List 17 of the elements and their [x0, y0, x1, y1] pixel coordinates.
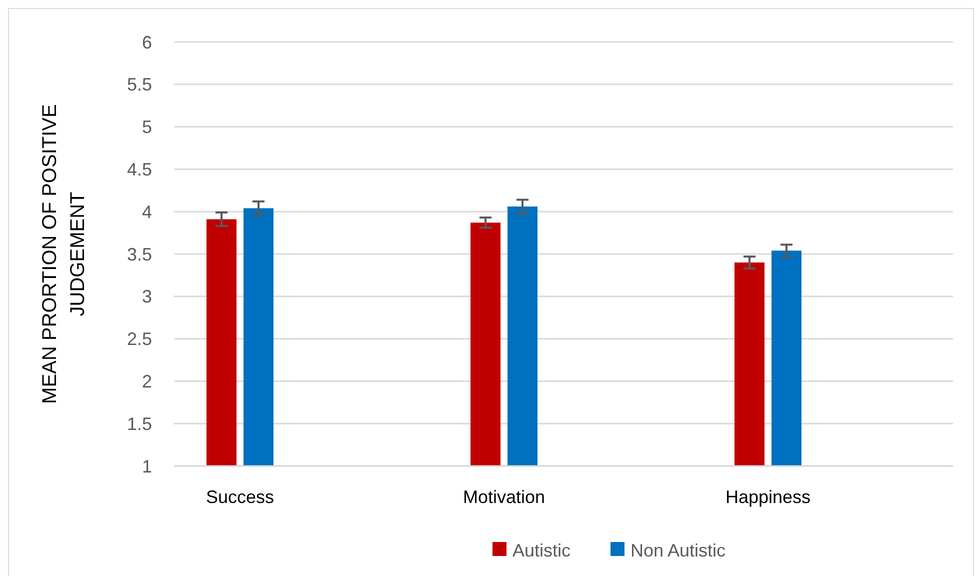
- y-tick-label: 2: [142, 372, 152, 392]
- legend-label: Non Autistic: [630, 540, 726, 560]
- y-tick-label: 4.5: [126, 160, 152, 180]
- legend-label: Autistic: [512, 540, 571, 560]
- y-tick-label: 1.5: [126, 414, 152, 434]
- y-tick-label: 1: [142, 456, 152, 476]
- y-axis-title: MEAN PRORTION OF POSITIVE JUDGEMENT: [39, 104, 89, 404]
- y-tick-label: 3.5: [126, 244, 152, 264]
- y-tick-label: 3: [142, 286, 152, 307]
- y-tick-label: 6: [142, 32, 152, 52]
- y-tick-label: 4: [142, 202, 152, 222]
- x-tick-label: Success: [206, 487, 274, 507]
- y-tick-label: 5: [142, 117, 152, 138]
- y-tick-label: 5.5: [126, 74, 152, 95]
- x-tick-label: Motivation: [462, 487, 546, 507]
- x-tick-label: Happiness: [725, 487, 811, 507]
- y-tick-label: 2.5: [126, 329, 152, 350]
